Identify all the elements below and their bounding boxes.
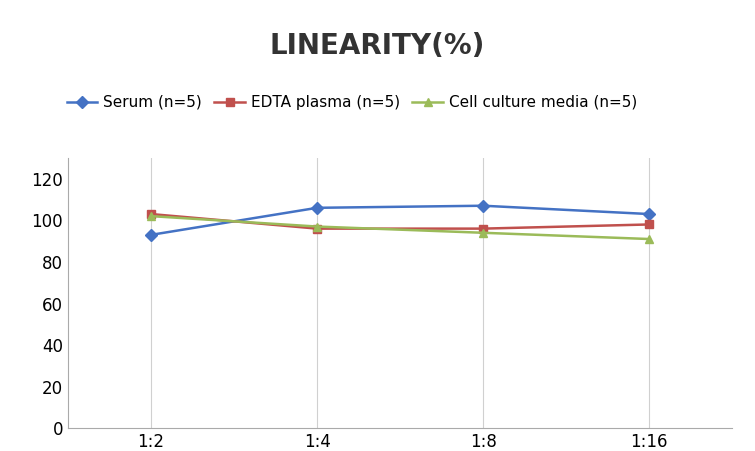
- Cell culture media (n=5): [146, 213, 156, 219]
- EDTA plasma (n=5): [313, 226, 322, 231]
- EDTA plasma (n=5): [146, 212, 156, 217]
- Cell culture media (n=5): [645, 236, 654, 242]
- EDTA plasma (n=5): [479, 226, 488, 231]
- Cell culture media (n=5): [313, 224, 322, 229]
- Text: LINEARITY(%): LINEARITY(%): [270, 32, 485, 60]
- Serum (n=5): [313, 205, 322, 211]
- Line: Cell culture media (n=5): Cell culture media (n=5): [146, 212, 654, 243]
- Legend: Serum (n=5), EDTA plasma (n=5), Cell culture media (n=5): Serum (n=5), EDTA plasma (n=5), Cell cul…: [60, 89, 643, 116]
- Serum (n=5): [479, 203, 488, 208]
- Serum (n=5): [645, 212, 654, 217]
- EDTA plasma (n=5): [645, 222, 654, 227]
- Serum (n=5): [146, 232, 156, 238]
- Line: Serum (n=5): Serum (n=5): [146, 202, 654, 239]
- Cell culture media (n=5): [479, 230, 488, 235]
- Line: EDTA plasma (n=5): EDTA plasma (n=5): [146, 210, 654, 233]
